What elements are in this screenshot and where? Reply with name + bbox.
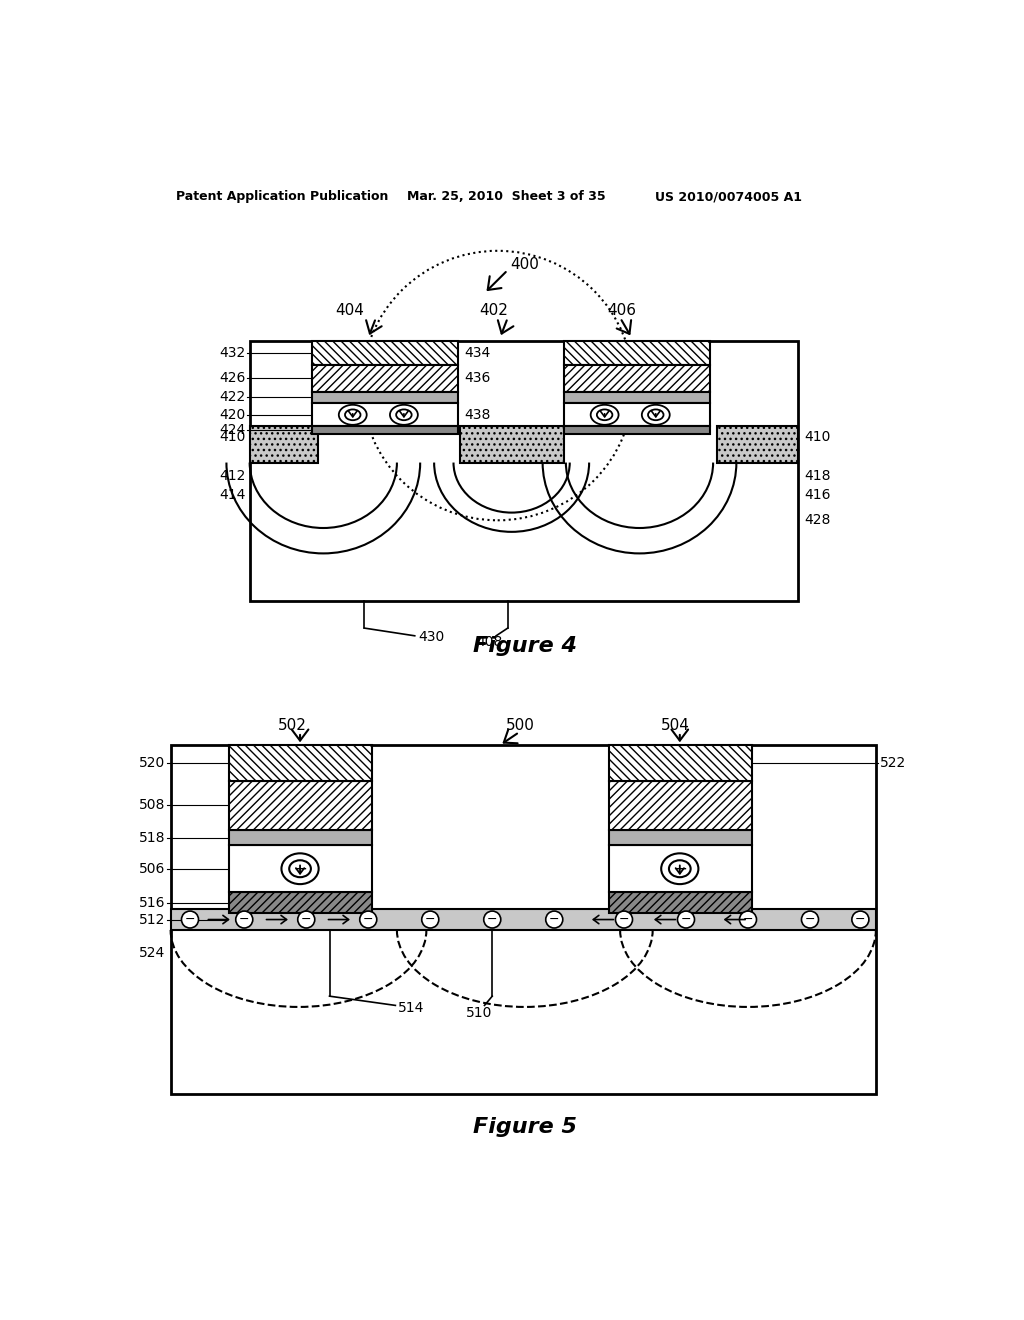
Text: Patent Application Publication: Patent Application Publication	[176, 190, 388, 203]
Text: Figure 5: Figure 5	[473, 1117, 577, 1137]
Text: US 2010/0074005 A1: US 2010/0074005 A1	[655, 190, 802, 203]
Text: 410: 410	[805, 430, 830, 444]
Bar	[312, 392, 458, 404]
Circle shape	[739, 911, 757, 928]
Bar	[608, 744, 752, 780]
Bar	[564, 392, 710, 404]
Bar	[608, 845, 752, 892]
Text: 510: 510	[466, 1006, 493, 1020]
Text: 508: 508	[139, 799, 165, 812]
Text: 520: 520	[139, 756, 165, 770]
Text: 414: 414	[219, 488, 246, 502]
Bar	[171, 744, 876, 1094]
Bar	[312, 364, 458, 392]
Circle shape	[359, 911, 377, 928]
Bar	[251, 341, 799, 601]
Bar	[228, 780, 372, 830]
Bar	[564, 404, 710, 426]
Text: −: −	[425, 913, 435, 927]
Circle shape	[483, 911, 501, 928]
Text: 506: 506	[139, 862, 165, 875]
Text: 500: 500	[506, 718, 536, 733]
Text: 518: 518	[138, 830, 165, 845]
Text: 422: 422	[219, 391, 246, 404]
Text: 436: 436	[464, 371, 490, 385]
Text: 412: 412	[219, 470, 246, 483]
Circle shape	[615, 911, 633, 928]
Text: 504: 504	[662, 718, 690, 733]
Bar	[251, 425, 317, 462]
Bar	[312, 404, 458, 426]
Text: 400: 400	[510, 257, 539, 272]
Text: 410: 410	[219, 430, 246, 444]
Circle shape	[181, 911, 199, 928]
Text: 502: 502	[279, 718, 307, 733]
Bar	[564, 364, 710, 392]
Circle shape	[546, 911, 563, 928]
Text: 516: 516	[138, 895, 165, 909]
Bar	[312, 341, 458, 364]
Bar	[564, 341, 710, 364]
Text: −: −	[301, 913, 311, 927]
Text: Mar. 25, 2010  Sheet 3 of 35: Mar. 25, 2010 Sheet 3 of 35	[407, 190, 605, 203]
Text: 522: 522	[880, 756, 906, 770]
Text: −: −	[487, 913, 498, 927]
Bar	[171, 909, 876, 929]
Text: 426: 426	[219, 371, 246, 385]
Circle shape	[852, 911, 869, 928]
Text: −: −	[184, 913, 196, 927]
Bar	[608, 830, 752, 845]
Text: −: −	[293, 859, 307, 878]
Text: 514: 514	[397, 1002, 424, 1015]
Text: 432: 432	[219, 346, 246, 360]
Bar	[228, 830, 372, 845]
Text: −: −	[239, 913, 250, 927]
Bar	[564, 426, 710, 434]
Text: −: −	[742, 913, 754, 927]
Circle shape	[422, 911, 438, 928]
Bar	[717, 425, 799, 462]
Text: −: −	[362, 913, 374, 927]
Text: −: −	[805, 913, 815, 927]
Text: −: −	[673, 859, 687, 878]
Text: 402: 402	[479, 304, 508, 318]
Text: −: −	[855, 913, 865, 927]
Bar	[312, 426, 458, 434]
Text: 418: 418	[805, 470, 831, 483]
Circle shape	[236, 911, 253, 928]
Text: 404: 404	[335, 304, 364, 318]
Text: Figure 4: Figure 4	[473, 636, 577, 656]
Text: 430: 430	[418, 630, 444, 644]
Text: 428: 428	[805, 513, 830, 527]
Text: −: −	[618, 913, 630, 927]
Text: 424: 424	[219, 424, 246, 437]
Text: 408: 408	[477, 635, 503, 649]
Bar	[228, 845, 372, 892]
Bar	[228, 744, 372, 780]
Text: 438: 438	[464, 408, 490, 422]
Text: −: −	[549, 913, 559, 927]
Bar	[460, 425, 563, 462]
Bar	[228, 892, 372, 913]
Bar	[608, 892, 752, 913]
Circle shape	[802, 911, 818, 928]
Text: 434: 434	[464, 346, 490, 360]
Text: 512: 512	[139, 912, 165, 927]
Circle shape	[298, 911, 314, 928]
Text: 416: 416	[805, 488, 831, 502]
Text: 420: 420	[219, 408, 246, 422]
Text: −: −	[681, 913, 691, 927]
Text: 524: 524	[139, 946, 165, 960]
Circle shape	[678, 911, 694, 928]
Text: 406: 406	[607, 304, 636, 318]
Bar	[608, 780, 752, 830]
